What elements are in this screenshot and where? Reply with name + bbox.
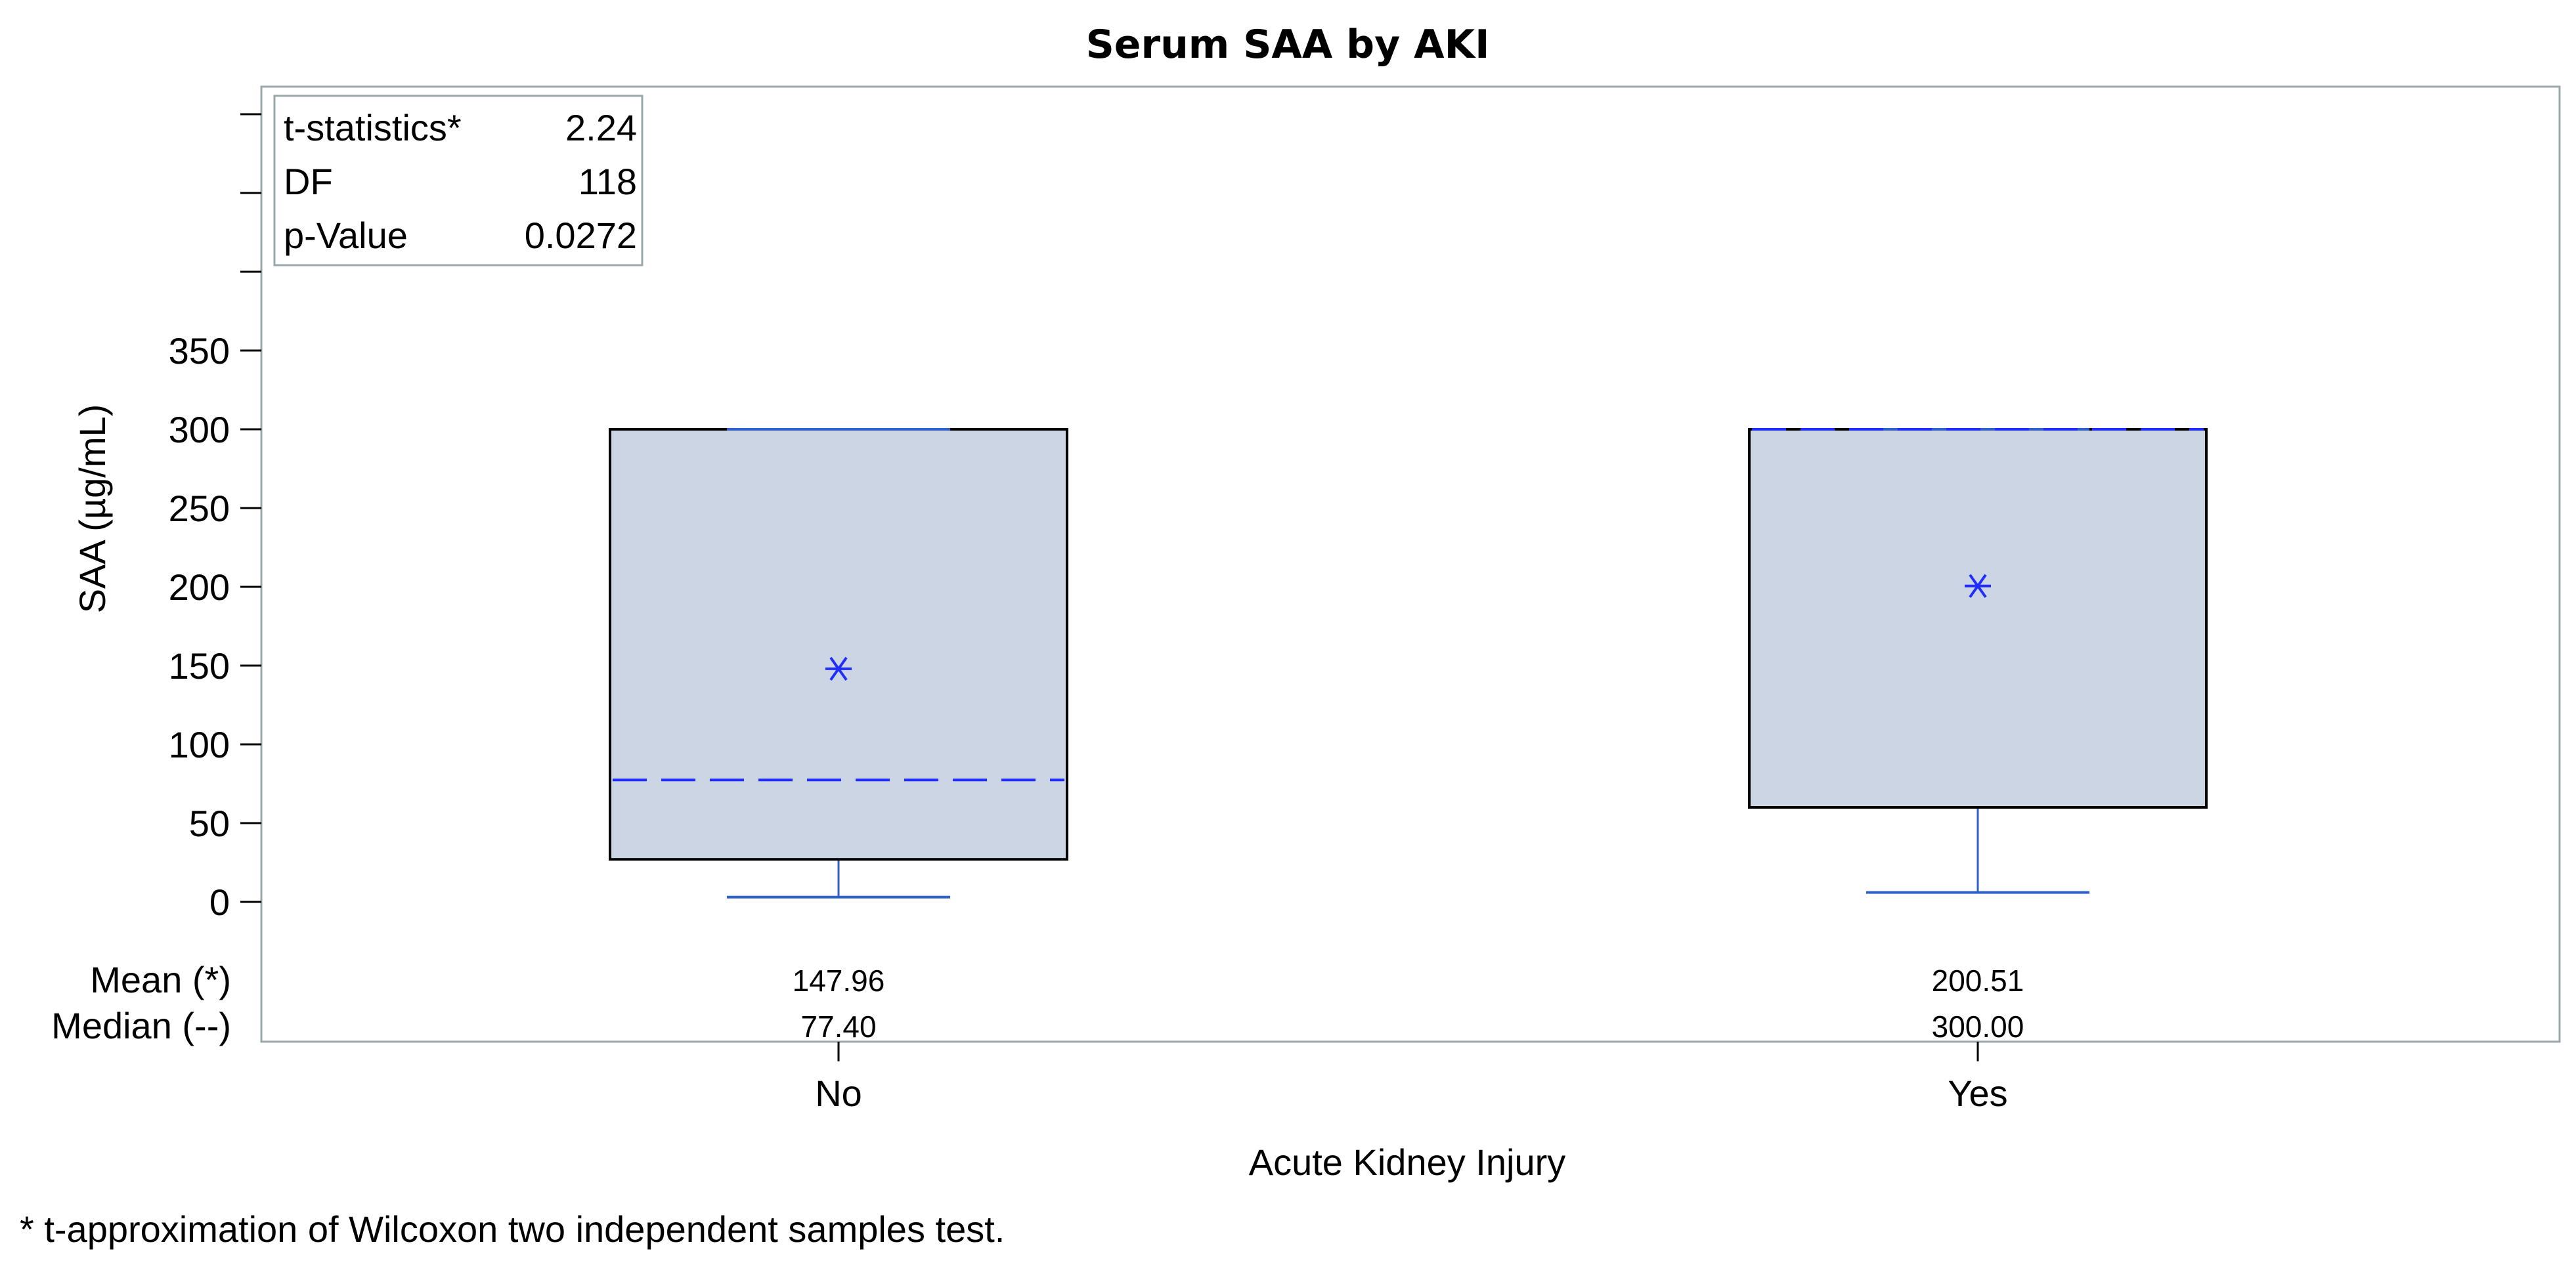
y-tick-label-50: 50: [189, 803, 230, 844]
footnote: * t-approximation of Wilcoxon two indepe…: [20, 1208, 1005, 1250]
y-tick-label-200: 200: [169, 566, 230, 608]
y-tick-label-0: 0: [209, 882, 230, 923]
y-tick-label-100: 100: [169, 724, 230, 765]
box-no: [609, 428, 1068, 861]
mean-marker-no: [825, 656, 852, 681]
y-tick-label-250: 250: [169, 488, 230, 529]
y-tick-label-300: 300: [169, 409, 230, 450]
stats-value-p-value: 0.0272: [525, 215, 637, 256]
y-axis-label: SAA (µg/mL): [72, 404, 113, 614]
y-axis: 0 50 100 150 200 250 300 350: [169, 113, 261, 923]
stats-label-t-statistics: t-statistics*: [284, 107, 462, 148]
stats-label-p-value: p-Value: [284, 215, 408, 256]
y-tick-label-350: 350: [169, 330, 230, 372]
stats-label-df: DF: [284, 161, 333, 202]
stat-rows: Mean (*) Median (--) 147.96 200.51 77.40 300.…: [51, 959, 2024, 1046]
box-yes: [1748, 428, 2208, 809]
mean-marker-d2-no: [829, 656, 848, 681]
stats-value-t-statistics: 2.24: [565, 107, 637, 148]
x-axis: No Yes: [815, 1042, 2008, 1114]
mean-value-yes: 200.51: [1932, 964, 2024, 998]
stats-value-df: 118: [579, 161, 637, 202]
x-tick-label-yes: Yes: [1948, 1073, 2007, 1114]
stats-inset-border: [273, 95, 644, 266]
mean-value-no: 147.96: [793, 964, 885, 998]
chart-title: Serum SAA by AKI: [1086, 22, 1490, 68]
x-tick-label-no: No: [815, 1073, 862, 1114]
mean-marker-d2-yes: [1969, 574, 1987, 598]
box-plots: [609, 428, 2208, 899]
mean-marker-yes: [1965, 574, 1991, 598]
median-value-no: 77.40: [800, 1010, 876, 1044]
y-tick-label-150: 150: [169, 645, 230, 687]
row-label-mean: Mean (*): [90, 959, 231, 1000]
x-axis-label: Acute Kidney Injury: [1249, 1141, 1565, 1183]
median-value-yes: 300.00: [1932, 1010, 2024, 1044]
row-label-median: Median (--): [51, 1005, 231, 1046]
stats-inset: t-statistics* 2.24 DF 118 p-Value 0.0272: [273, 95, 644, 266]
plot-frame: [260, 85, 2561, 1043]
